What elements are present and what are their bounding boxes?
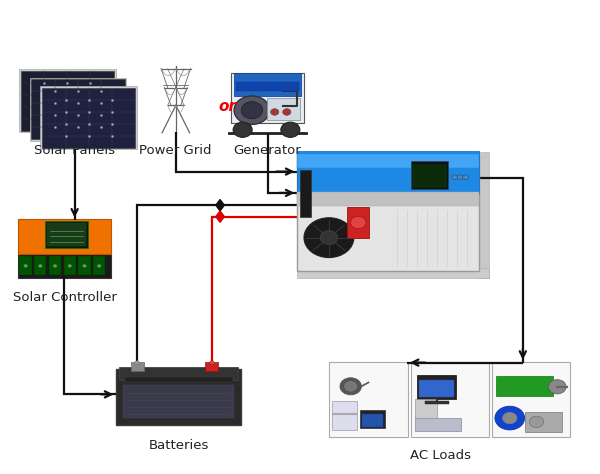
Circle shape [529, 416, 544, 428]
FancyBboxPatch shape [492, 362, 571, 437]
Circle shape [548, 380, 566, 394]
Circle shape [495, 406, 524, 430]
Circle shape [24, 264, 28, 267]
FancyBboxPatch shape [79, 256, 91, 275]
FancyBboxPatch shape [17, 219, 111, 254]
FancyBboxPatch shape [478, 152, 489, 278]
FancyBboxPatch shape [415, 418, 461, 431]
FancyBboxPatch shape [232, 73, 304, 123]
FancyBboxPatch shape [267, 99, 300, 120]
FancyBboxPatch shape [296, 192, 479, 206]
Circle shape [97, 264, 101, 267]
Circle shape [283, 109, 291, 115]
Circle shape [457, 175, 463, 180]
Text: Solar Panels: Solar Panels [34, 144, 115, 156]
Circle shape [53, 264, 57, 267]
FancyBboxPatch shape [49, 256, 61, 275]
Text: Solar Controller: Solar Controller [13, 291, 116, 303]
FancyBboxPatch shape [40, 86, 137, 149]
FancyBboxPatch shape [299, 170, 311, 217]
FancyBboxPatch shape [125, 377, 233, 382]
Circle shape [209, 361, 214, 365]
Circle shape [271, 109, 279, 115]
FancyBboxPatch shape [29, 78, 126, 141]
FancyBboxPatch shape [410, 362, 489, 437]
FancyBboxPatch shape [296, 154, 479, 271]
FancyBboxPatch shape [332, 413, 357, 415]
FancyBboxPatch shape [296, 154, 479, 168]
FancyBboxPatch shape [64, 256, 76, 275]
Polygon shape [216, 211, 224, 222]
FancyBboxPatch shape [123, 384, 235, 418]
FancyBboxPatch shape [119, 367, 238, 380]
FancyBboxPatch shape [296, 151, 479, 194]
FancyBboxPatch shape [31, 79, 125, 139]
FancyBboxPatch shape [347, 207, 370, 238]
Circle shape [38, 264, 42, 267]
FancyBboxPatch shape [296, 268, 489, 278]
Circle shape [304, 218, 354, 257]
Circle shape [340, 378, 361, 395]
FancyBboxPatch shape [42, 88, 135, 148]
Circle shape [503, 412, 517, 424]
FancyBboxPatch shape [413, 165, 446, 187]
FancyBboxPatch shape [419, 380, 454, 397]
Circle shape [452, 175, 458, 180]
FancyBboxPatch shape [19, 69, 116, 132]
FancyBboxPatch shape [235, 73, 301, 97]
Text: or: or [218, 99, 236, 114]
FancyBboxPatch shape [360, 410, 385, 428]
FancyBboxPatch shape [236, 82, 299, 91]
Circle shape [241, 102, 263, 119]
FancyBboxPatch shape [415, 399, 437, 418]
Circle shape [281, 122, 300, 137]
FancyBboxPatch shape [496, 376, 553, 396]
Circle shape [345, 382, 356, 391]
Circle shape [463, 175, 469, 180]
FancyBboxPatch shape [45, 221, 88, 248]
Text: Batteries: Batteries [148, 439, 209, 452]
Text: Generator: Generator [233, 144, 301, 156]
FancyBboxPatch shape [131, 362, 143, 371]
FancyBboxPatch shape [362, 414, 383, 427]
Text: Power Grid: Power Grid [139, 144, 212, 156]
Circle shape [234, 96, 270, 125]
FancyBboxPatch shape [425, 401, 449, 404]
FancyBboxPatch shape [17, 251, 111, 278]
FancyBboxPatch shape [525, 412, 562, 432]
Circle shape [350, 217, 366, 229]
FancyBboxPatch shape [93, 256, 106, 275]
FancyBboxPatch shape [116, 369, 241, 425]
Circle shape [68, 264, 71, 267]
FancyBboxPatch shape [329, 362, 407, 437]
Circle shape [135, 361, 139, 365]
FancyBboxPatch shape [332, 401, 357, 430]
FancyBboxPatch shape [47, 223, 86, 246]
Text: AC Loads: AC Loads [410, 449, 472, 462]
Polygon shape [216, 200, 224, 211]
FancyBboxPatch shape [416, 375, 457, 399]
FancyBboxPatch shape [205, 362, 218, 371]
Circle shape [83, 264, 86, 267]
Circle shape [233, 122, 252, 137]
FancyBboxPatch shape [411, 161, 448, 190]
Circle shape [320, 231, 338, 245]
FancyBboxPatch shape [20, 71, 114, 131]
FancyBboxPatch shape [34, 256, 46, 275]
FancyBboxPatch shape [19, 256, 32, 275]
